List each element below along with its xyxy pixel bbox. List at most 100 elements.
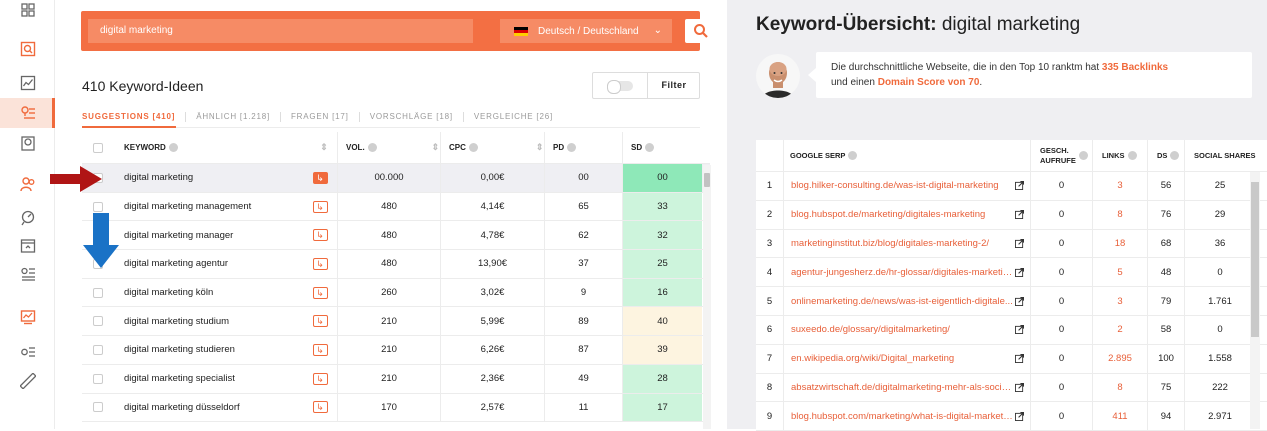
links-cell[interactable]: 8 xyxy=(1093,373,1148,402)
magnifier-report-icon[interactable] xyxy=(0,34,55,64)
open-serp-icon[interactable]: ↳ xyxy=(312,286,328,299)
serp-url-link[interactable]: blog.hilker-consulting.de/was-ist-digita… xyxy=(791,180,999,192)
keyword-row[interactable]: digital marketing manager ↳ 480 4,78€ 62 32 xyxy=(82,221,710,251)
open-serp-icon[interactable]: ↳ xyxy=(312,171,328,184)
row-checkbox[interactable] xyxy=(93,316,103,327)
column-social-shares[interactable]: SOCIAL SHARES xyxy=(1194,150,1256,160)
search-button[interactable] xyxy=(685,19,717,43)
sort-icon[interactable]: ⇕ xyxy=(320,142,328,152)
serp-url-link[interactable]: blog.hubspot.com/marketing/what-is-digit… xyxy=(791,410,1013,422)
column-pd[interactable]: PD xyxy=(544,132,622,163)
external-link-icon[interactable] xyxy=(1012,287,1026,315)
keyword-row[interactable]: digital marketing management ↳ 480 4,14€ 65 3… xyxy=(82,192,710,222)
language-select[interactable]: Deutsch / Deutschland ⌄ xyxy=(500,19,672,43)
open-serp-icon[interactable]: ↳ xyxy=(312,200,328,213)
external-link-icon[interactable] xyxy=(1012,345,1026,373)
external-link-icon[interactable] xyxy=(1012,230,1026,258)
column-ds[interactable]: DS xyxy=(1148,140,1185,171)
row-checkbox[interactable] xyxy=(93,373,103,384)
serp-url-link[interactable]: en.wikipedia.org/wiki/Digital_marketing xyxy=(791,353,955,365)
open-serp-icon[interactable]: ↳ xyxy=(312,229,328,242)
serp-url-link[interactable]: suxeedo.de/glossary/digitalmarketing/ xyxy=(791,324,950,336)
keyword-row[interactable]: digital marketing studieren ↳ 210 6,26€ 87 39 xyxy=(82,336,710,365)
row-checkbox[interactable] xyxy=(93,287,103,298)
external-link-icon[interactable] xyxy=(1012,402,1026,430)
links-cell[interactable]: 18 xyxy=(1093,229,1148,258)
external-link-icon[interactable] xyxy=(1012,374,1026,402)
serp-url-link[interactable]: agentur-jungesherz.de/hr-glossar/digital… xyxy=(791,266,1013,278)
filter-toggle[interactable] xyxy=(607,80,633,94)
keyword-cell[interactable]: digital marketing specialist xyxy=(124,373,235,385)
monitor-chart-icon[interactable] xyxy=(0,302,55,332)
column-visits[interactable]: GESCH. AUFRUFE xyxy=(1031,140,1093,171)
external-link-icon[interactable] xyxy=(1012,258,1026,286)
serp-url-link[interactable]: blog.hubspot.de/marketing/digitales-mark… xyxy=(791,209,986,221)
serp-table-scrollbar[interactable] xyxy=(1250,172,1260,429)
volume-cell: 480 xyxy=(337,221,440,250)
ruler-icon[interactable] xyxy=(0,366,55,396)
filter-button[interactable]: Filter xyxy=(661,80,687,90)
keyword-cell[interactable]: digital marketing xyxy=(124,172,194,184)
tab-similar[interactable]: ÄHNLICH [1.218] xyxy=(196,112,270,121)
open-serp-icon[interactable]: ↳ xyxy=(312,401,328,414)
serp-url-link[interactable]: absatzwirtschaft.de/digitalmarketing-meh… xyxy=(791,381,1013,393)
links-cell[interactable]: 3 xyxy=(1093,172,1148,200)
keyword-cell[interactable]: digital marketing studieren xyxy=(124,344,235,356)
links-cell[interactable]: 5 xyxy=(1093,258,1148,287)
links-cell[interactable]: 3 xyxy=(1093,287,1148,315)
keyword-cell[interactable]: digital marketing köln xyxy=(124,287,214,299)
keyword-cell[interactable]: digital marketing agentur xyxy=(124,258,229,270)
keyword-row[interactable]: digital marketing düsseldorf ↳ 170 2,57€ 11 1… xyxy=(82,393,710,423)
external-link-icon[interactable] xyxy=(1012,316,1026,344)
tab-questions[interactable]: FRAGEN [17] xyxy=(291,112,349,121)
column-sd[interactable]: SD xyxy=(622,132,702,163)
keyword-row[interactable]: digital marketing specialist ↳ 210 2,36€ 49 2… xyxy=(82,364,710,394)
open-serp-icon[interactable]: ↳ xyxy=(312,257,328,270)
keyword-cell[interactable]: digital marketing düsseldorf xyxy=(124,401,240,413)
keyword-cell[interactable]: digital marketing manager xyxy=(124,229,234,241)
row-checkbox[interactable] xyxy=(93,344,103,355)
external-link-icon[interactable] xyxy=(1012,172,1026,200)
grid-icon[interactable] xyxy=(0,0,55,25)
keyword-row[interactable]: digital marketing köln ↳ 260 3,02€ 9 16 xyxy=(82,278,710,308)
keyword-table-scrollbar[interactable] xyxy=(703,165,711,429)
chart-icon[interactable] xyxy=(0,68,55,98)
row-checkbox[interactable] xyxy=(93,402,103,413)
column-volume[interactable]: VOL. ⇕ xyxy=(337,132,440,163)
column-google-serp[interactable]: GOOGLE SERP xyxy=(784,140,1031,171)
scrollbar-thumb[interactable] xyxy=(704,173,710,187)
site-audit-icon[interactable] xyxy=(0,203,55,233)
settings-list-icon[interactable] xyxy=(0,337,55,367)
column-links[interactable]: LINKS xyxy=(1093,140,1148,171)
open-serp-icon[interactable]: ↳ xyxy=(312,343,328,356)
keyword-ideas-icon[interactable] xyxy=(0,98,55,128)
clipboard-icon[interactable] xyxy=(0,128,55,158)
search-input[interactable]: digital marketing xyxy=(88,19,473,43)
serp-url-link[interactable]: onlinemarketing.de/news/was-ist-eigentli… xyxy=(791,295,1013,307)
select-all-checkbox[interactable] xyxy=(93,142,103,153)
cpc-cell: 4,78€ xyxy=(440,221,544,250)
upload-icon[interactable] xyxy=(0,231,55,261)
tab-comparisons[interactable]: VERGLEICHE [26] xyxy=(473,112,553,121)
keyword-row[interactable]: digital marketing studium ↳ 210 5,99€ 89 40 xyxy=(82,307,710,337)
external-link-icon[interactable] xyxy=(1012,201,1026,229)
links-cell[interactable]: 2 xyxy=(1093,315,1148,344)
tab-suggestions-alt[interactable]: VORSCHLÄGE [18] xyxy=(369,112,453,121)
row-checkbox[interactable] xyxy=(93,201,103,212)
links-cell[interactable]: 411 xyxy=(1093,402,1148,431)
keyword-row[interactable]: digital marketing ↳ 00.000 0,00€ 00 00 xyxy=(82,164,710,193)
scrollbar-thumb[interactable] xyxy=(1251,182,1259,337)
links-cell[interactable]: 2.895 xyxy=(1093,344,1148,373)
keyword-cell[interactable]: digital marketing management xyxy=(124,201,252,213)
column-keyword[interactable]: KEYWORD xyxy=(124,132,314,163)
serp-url-link[interactable]: marketinginstitut.biz/blog/digitales-mar… xyxy=(791,237,990,249)
keyword-list-icon[interactable] xyxy=(0,259,55,289)
column-cpc[interactable]: CPC ⇕ xyxy=(440,132,544,163)
keyword-cell[interactable]: digital marketing studium xyxy=(124,315,230,327)
open-serp-icon[interactable]: ↳ xyxy=(312,372,328,385)
links-cell[interactable]: 8 xyxy=(1093,200,1148,229)
keyword-row[interactable]: digital marketing agentur ↳ 480 13,90€ 37 25 xyxy=(82,250,710,279)
tab-suggestions[interactable]: SUGGESTIONS [410] xyxy=(82,112,176,121)
open-serp-icon[interactable]: ↳ xyxy=(312,315,328,328)
users-icon[interactable] xyxy=(0,169,55,199)
